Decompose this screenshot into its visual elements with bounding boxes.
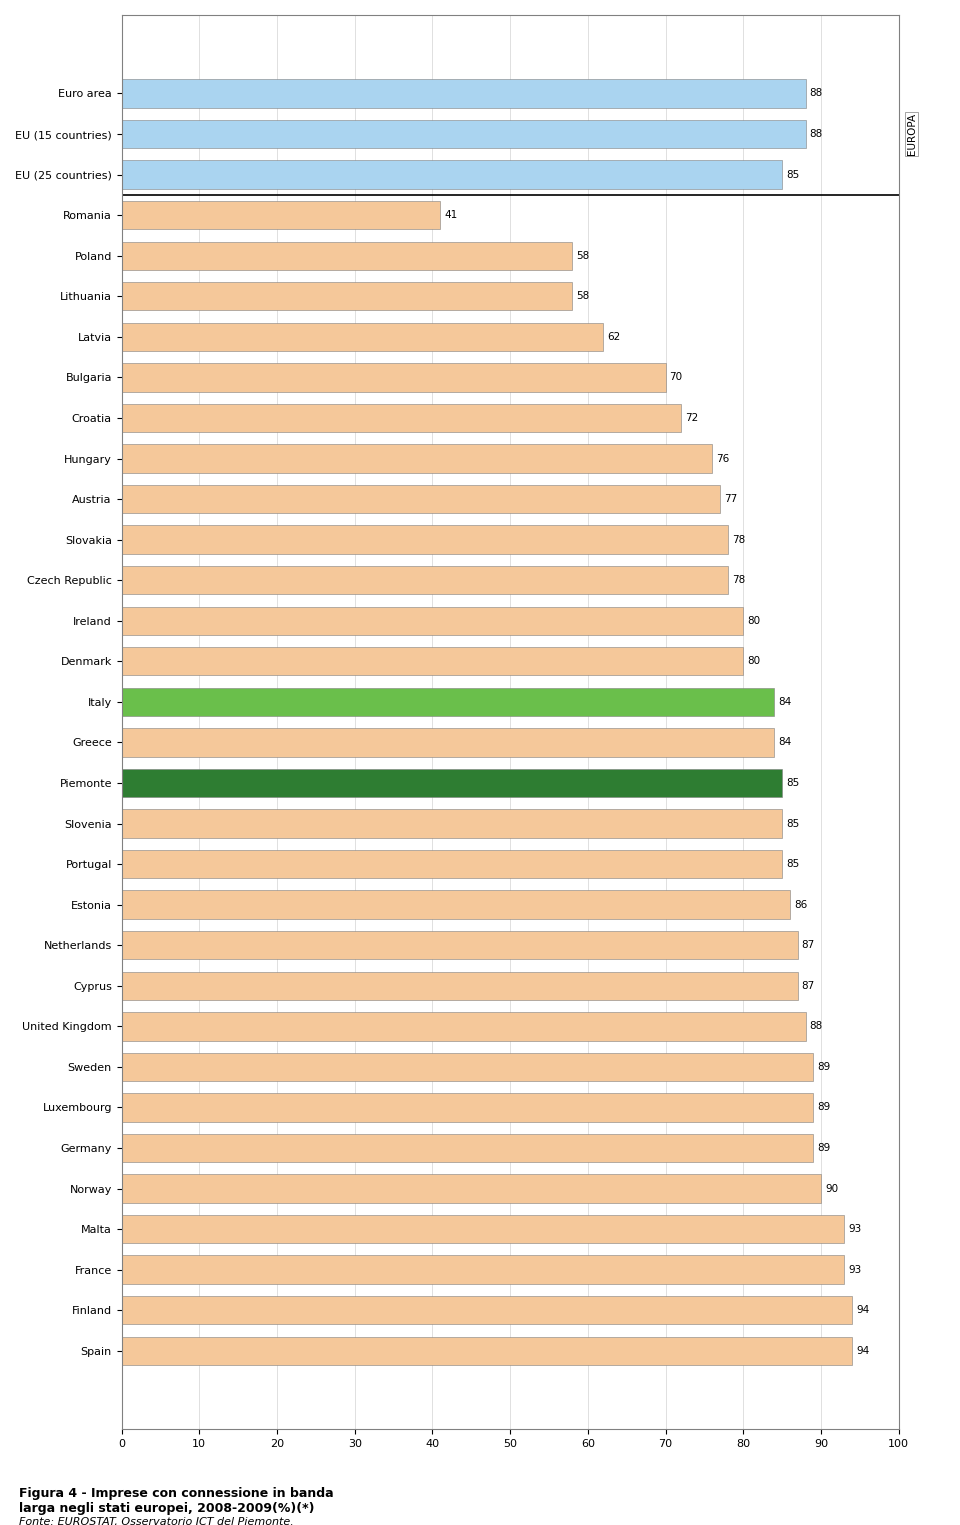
Text: 85: 85 [786, 819, 800, 828]
Bar [122, 1013, 805, 1040]
Bar [122, 1174, 821, 1203]
Text: 94: 94 [856, 1305, 869, 1315]
Bar [122, 282, 572, 311]
Bar [122, 647, 743, 676]
Text: 88: 88 [809, 88, 823, 99]
Bar [122, 1093, 813, 1122]
Text: 90: 90 [825, 1183, 838, 1194]
Bar [122, 526, 728, 554]
Bar [122, 444, 712, 473]
Text: 41: 41 [444, 210, 457, 220]
Bar [122, 729, 775, 756]
Bar [122, 1052, 813, 1081]
Text: 76: 76 [716, 453, 730, 464]
Bar [122, 810, 782, 837]
Text: 80: 80 [747, 616, 760, 625]
Text: Fonte: EUROSTAT, Osservatorio ICT del Piemonte.: Fonte: EUROSTAT, Osservatorio ICT del Pi… [19, 1517, 294, 1525]
Text: 88: 88 [809, 130, 823, 139]
Text: 58: 58 [576, 250, 589, 261]
Text: 93: 93 [849, 1225, 861, 1234]
Text: 88: 88 [809, 1022, 823, 1031]
Text: 84: 84 [779, 738, 792, 747]
Text: 78: 78 [732, 575, 745, 586]
Bar [122, 607, 743, 634]
Text: Figura 4 - Imprese con connessione in banda
larga negli stati europei, 2008-2009: Figura 4 - Imprese con connessione in ba… [19, 1487, 334, 1514]
Text: 78: 78 [732, 535, 745, 544]
Text: 70: 70 [669, 372, 683, 383]
Bar [122, 932, 798, 959]
Text: 89: 89 [817, 1103, 830, 1112]
Text: 93: 93 [849, 1264, 861, 1275]
Bar [122, 566, 728, 595]
Bar [122, 1336, 852, 1365]
Text: 86: 86 [794, 900, 807, 909]
Bar [122, 323, 604, 351]
Bar [122, 1296, 852, 1324]
Bar [122, 1215, 845, 1243]
Bar [122, 891, 790, 920]
Text: 87: 87 [802, 981, 815, 991]
Bar [122, 79, 805, 108]
Text: 80: 80 [747, 656, 760, 666]
Bar [122, 1133, 813, 1162]
Text: 89: 89 [817, 1061, 830, 1072]
Bar [122, 769, 782, 798]
Bar [122, 201, 441, 229]
Bar [122, 241, 572, 270]
Bar [122, 404, 682, 432]
Text: 85: 85 [786, 859, 800, 869]
Bar [122, 120, 805, 148]
Text: EUROPA: EUROPA [906, 113, 917, 156]
Bar [122, 688, 775, 717]
Text: 94: 94 [856, 1345, 869, 1356]
Text: 72: 72 [685, 413, 698, 422]
Text: 85: 85 [786, 778, 800, 788]
Bar [122, 849, 782, 878]
Text: 85: 85 [786, 169, 800, 180]
Text: 62: 62 [608, 332, 620, 342]
Text: 89: 89 [817, 1144, 830, 1153]
Text: 84: 84 [779, 697, 792, 708]
Text: 77: 77 [724, 494, 737, 505]
Bar [122, 1255, 845, 1284]
Bar [122, 485, 720, 514]
Bar [122, 971, 798, 1000]
Text: 58: 58 [576, 291, 589, 302]
Bar [122, 160, 782, 189]
Text: 87: 87 [802, 941, 815, 950]
Bar [122, 363, 665, 392]
